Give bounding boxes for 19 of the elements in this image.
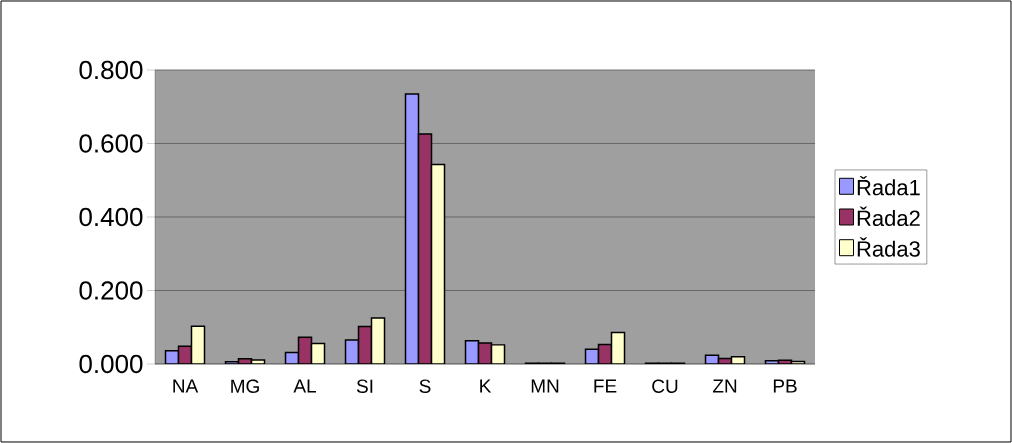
x-tick-label: AL bbox=[293, 379, 316, 393]
x-tick-label: MG bbox=[231, 379, 259, 393]
y-tick-label: 0.800 bbox=[79, 60, 143, 80]
x-tick-label: K bbox=[480, 379, 492, 393]
x-tick-label: CU bbox=[652, 379, 678, 393]
y-tick-label: 0.400 bbox=[79, 207, 143, 227]
legend-label: Řada1 bbox=[857, 175, 920, 196]
y-tick-label: 0.600 bbox=[79, 134, 143, 153]
x-tick-label: MN bbox=[531, 379, 559, 393]
x-tick-label: PB bbox=[773, 379, 797, 393]
y-tick-label: 0.000 bbox=[79, 354, 143, 374]
x-tick-label: FE bbox=[594, 379, 617, 393]
legend-label: Řada3 bbox=[857, 237, 920, 257]
legend-label: Řada2 bbox=[857, 206, 920, 227]
x-tick-label: ZN bbox=[712, 379, 737, 393]
x-tick-label: NA bbox=[173, 379, 199, 393]
x-tick-label: S bbox=[419, 379, 431, 393]
x-tick-label: SI bbox=[356, 379, 373, 393]
y-tick-label: 0.200 bbox=[79, 281, 143, 300]
